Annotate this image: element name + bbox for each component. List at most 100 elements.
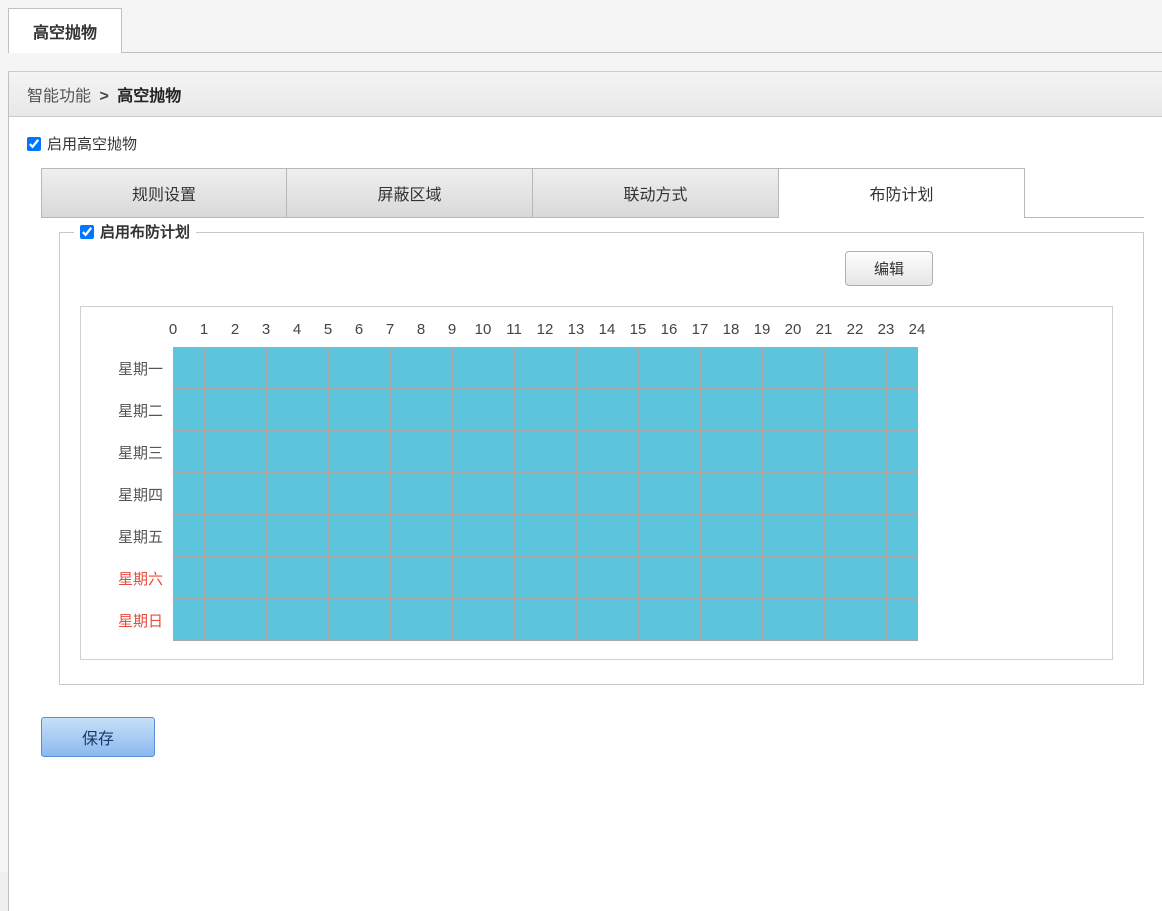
schedule-cell[interactable]: [515, 516, 546, 556]
schedule-cell[interactable]: [794, 600, 825, 640]
schedule-cell[interactable]: [887, 600, 918, 640]
schedule-cell[interactable]: [298, 516, 329, 556]
schedule-cell[interactable]: [515, 558, 546, 598]
schedule-cell[interactable]: [608, 390, 639, 430]
schedule-cell[interactable]: [763, 432, 794, 472]
schedule-cell[interactable]: [546, 516, 577, 556]
schedule-cell[interactable]: [484, 516, 515, 556]
breadcrumb-parent[interactable]: 智能功能: [27, 88, 91, 105]
schedule-cell[interactable]: [267, 516, 298, 556]
schedule-cell[interactable]: [608, 432, 639, 472]
schedule-cell[interactable]: [887, 516, 918, 556]
schedule-cell[interactable]: [267, 600, 298, 640]
schedule-cell[interactable]: [298, 600, 329, 640]
schedule-cell[interactable]: [174, 432, 205, 472]
schedule-cell[interactable]: [329, 516, 360, 556]
schedule-cell[interactable]: [174, 474, 205, 514]
schedule-cell[interactable]: [670, 516, 701, 556]
schedule-cell[interactable]: [546, 348, 577, 388]
schedule-cell[interactable]: [763, 348, 794, 388]
edit-button[interactable]: 编辑: [845, 251, 933, 286]
schedule-cell[interactable]: [453, 432, 484, 472]
schedule-cell[interactable]: [174, 558, 205, 598]
schedule-cell[interactable]: [732, 558, 763, 598]
schedule-cell[interactable]: [360, 432, 391, 472]
schedule-cell[interactable]: [360, 600, 391, 640]
schedule-cell[interactable]: [174, 600, 205, 640]
sub-tab-0[interactable]: 规则设置: [41, 168, 287, 217]
schedule-cell[interactable]: [887, 348, 918, 388]
schedule-cell[interactable]: [639, 558, 670, 598]
schedule-cell[interactable]: [422, 600, 453, 640]
schedule-cell[interactable]: [763, 474, 794, 514]
schedule-cell[interactable]: [174, 516, 205, 556]
schedule-cell[interactable]: [763, 516, 794, 556]
schedule-cell[interactable]: [453, 474, 484, 514]
schedule-cell[interactable]: [236, 600, 267, 640]
schedule-cell[interactable]: [639, 474, 670, 514]
schedule-cell[interactable]: [856, 600, 887, 640]
schedule-cell[interactable]: [670, 558, 701, 598]
schedule-cell[interactable]: [391, 390, 422, 430]
schedule-cell[interactable]: [453, 390, 484, 430]
schedule-cell[interactable]: [360, 474, 391, 514]
schedule-cell[interactable]: [546, 474, 577, 514]
schedule-cell[interactable]: [577, 558, 608, 598]
schedule-cell[interactable]: [329, 600, 360, 640]
schedule-cell[interactable]: [577, 516, 608, 556]
schedule-cell[interactable]: [577, 474, 608, 514]
schedule-cell[interactable]: [639, 600, 670, 640]
schedule-cell[interactable]: [577, 432, 608, 472]
schedule-cell[interactable]: [546, 558, 577, 598]
schedule-cell[interactable]: [825, 348, 856, 388]
schedule-cell[interactable]: [267, 390, 298, 430]
schedule-cell[interactable]: [701, 516, 732, 556]
schedule-cell[interactable]: [484, 348, 515, 388]
schedule-cell[interactable]: [546, 600, 577, 640]
schedule-cell[interactable]: [639, 432, 670, 472]
schedule-cell[interactable]: [794, 516, 825, 556]
schedule-cell[interactable]: [825, 558, 856, 598]
schedule-cell[interactable]: [608, 516, 639, 556]
schedule-cell[interactable]: [422, 432, 453, 472]
schedule-cell[interactable]: [205, 516, 236, 556]
schedule-cell[interactable]: [546, 432, 577, 472]
top-tab-feature[interactable]: 高空抛物: [8, 8, 122, 53]
schedule-cell[interactable]: [701, 432, 732, 472]
schedule-cell[interactable]: [236, 390, 267, 430]
schedule-cell[interactable]: [546, 390, 577, 430]
schedule-cell[interactable]: [763, 558, 794, 598]
schedule-cell[interactable]: [701, 600, 732, 640]
schedule-cell[interactable]: [732, 348, 763, 388]
schedule-cell[interactable]: [236, 348, 267, 388]
schedule-cell[interactable]: [484, 432, 515, 472]
schedule-cell[interactable]: [267, 432, 298, 472]
schedule-cell[interactable]: [360, 390, 391, 430]
schedule-cell[interactable]: [732, 516, 763, 556]
save-button[interactable]: 保存: [41, 717, 155, 757]
schedule-cell[interactable]: [763, 390, 794, 430]
schedule-cell[interactable]: [639, 516, 670, 556]
schedule-cell[interactable]: [360, 558, 391, 598]
schedule-cell[interactable]: [205, 600, 236, 640]
schedule-cell[interactable]: [701, 474, 732, 514]
schedule-cell[interactable]: [670, 600, 701, 640]
schedule-cell[interactable]: [825, 432, 856, 472]
schedule-cell[interactable]: [763, 600, 794, 640]
schedule-cell[interactable]: [515, 474, 546, 514]
schedule-cell[interactable]: [825, 516, 856, 556]
schedule-cell[interactable]: [298, 348, 329, 388]
schedule-cell[interactable]: [453, 348, 484, 388]
schedule-cell[interactable]: [639, 390, 670, 430]
schedule-cell[interactable]: [856, 432, 887, 472]
schedule-cell[interactable]: [329, 558, 360, 598]
schedule-cell[interactable]: [236, 516, 267, 556]
schedule-cell[interactable]: [329, 432, 360, 472]
schedule-cell[interactable]: [236, 432, 267, 472]
schedule-cell[interactable]: [329, 348, 360, 388]
schedule-cell[interactable]: [391, 600, 422, 640]
schedule-cell[interactable]: [670, 390, 701, 430]
schedule-cell[interactable]: [391, 348, 422, 388]
schedule-cell[interactable]: [267, 558, 298, 598]
schedule-cell[interactable]: [329, 474, 360, 514]
